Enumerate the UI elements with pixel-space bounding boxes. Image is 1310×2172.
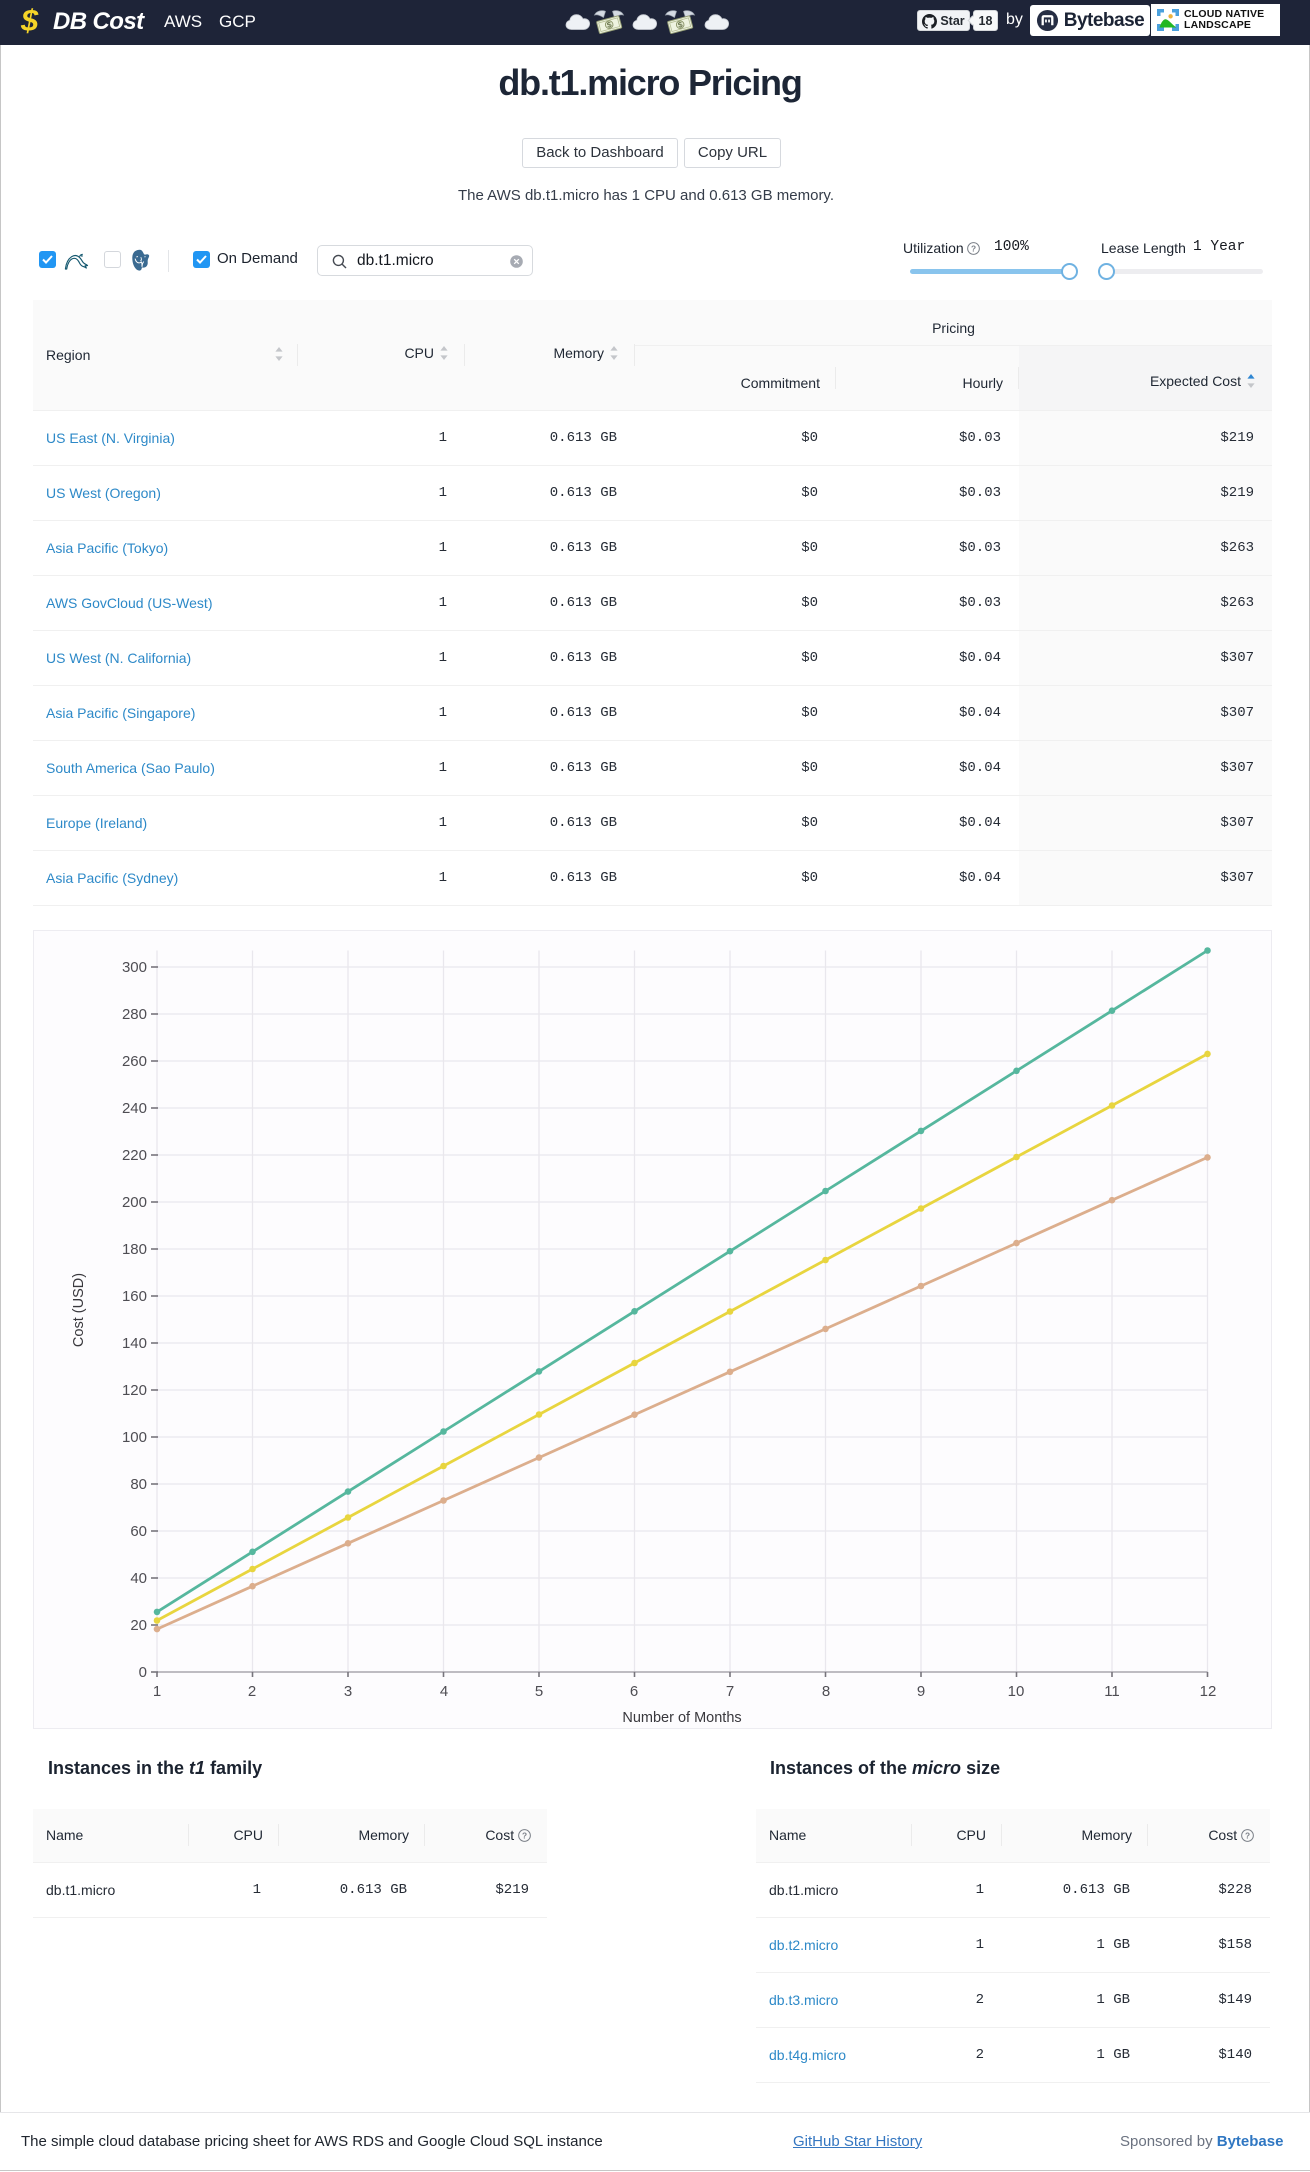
svg-text:Number of Months: Number of Months	[622, 1710, 741, 1726]
svg-text:10: 10	[1008, 1683, 1025, 1700]
svg-text:?: ?	[1245, 1831, 1250, 1841]
svg-text:100: 100	[122, 1429, 147, 1446]
svg-text:140: 140	[122, 1335, 147, 1352]
svg-text:11: 11	[1104, 1683, 1120, 1700]
svg-text:9: 9	[917, 1683, 925, 1700]
svg-text:6: 6	[630, 1683, 638, 1700]
svg-text:80: 80	[130, 1476, 147, 1493]
svg-text:60: 60	[130, 1523, 147, 1540]
svg-text:?: ?	[522, 1831, 527, 1841]
svg-text:160: 160	[122, 1288, 147, 1305]
svg-text:0: 0	[139, 1664, 147, 1681]
svg-text:280: 280	[122, 1006, 147, 1023]
svg-text:1: 1	[153, 1683, 161, 1700]
svg-text:$: $	[606, 20, 613, 30]
svg-text:240: 240	[122, 1100, 147, 1117]
svg-text:Cost (USD): Cost (USD)	[71, 1273, 87, 1347]
svg-text:4: 4	[440, 1683, 448, 1700]
svg-text:220: 220	[122, 1147, 147, 1164]
svg-text:7: 7	[726, 1683, 734, 1700]
svg-text:2: 2	[248, 1683, 256, 1700]
svg-text:8: 8	[822, 1683, 830, 1700]
svg-text:$: $	[677, 20, 684, 30]
svg-text:260: 260	[122, 1053, 147, 1070]
svg-text:120: 120	[122, 1382, 147, 1399]
svg-text:3: 3	[344, 1683, 352, 1700]
svg-text:200: 200	[122, 1194, 147, 1211]
svg-text:?: ?	[971, 243, 976, 253]
svg-text:180: 180	[122, 1241, 147, 1258]
svg-text:5: 5	[535, 1683, 543, 1700]
svg-text:20: 20	[130, 1617, 147, 1634]
svg-text:300: 300	[122, 959, 147, 976]
svg-text:40: 40	[130, 1570, 147, 1587]
svg-text:12: 12	[1200, 1683, 1217, 1700]
